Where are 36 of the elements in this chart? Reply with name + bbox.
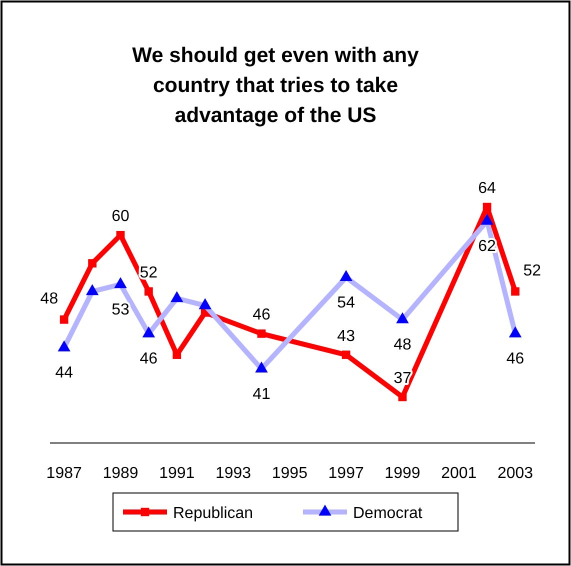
point [88,259,96,268]
x-tick-label: 1989 [102,465,138,482]
x-tick-label: 2001 [441,465,477,482]
x-tick-label: 1987 [46,465,82,482]
point [511,287,520,296]
x-tick-label: 1995 [272,465,308,482]
point [116,230,125,240]
data-label: 54 [337,294,356,312]
point [342,350,350,359]
x-tick-label: 2003 [497,465,534,482]
data-label: 48 [394,336,412,354]
data-label: 41 [252,386,270,403]
data-label: 53 [112,301,130,318]
chart-title: We should get even with any country that tries to take advantage of the US [132,44,420,127]
x-tick-label: 1997 [328,465,364,482]
point [257,329,266,338]
point [144,287,153,296]
data-label: 52 [523,262,542,280]
x-tick-label: 1993 [215,465,252,482]
data-label: 46 [252,306,270,324]
legend-label: Democrat [353,505,423,522]
data-label: 43 [337,328,356,345]
x-tick-label: 1991 [159,465,195,482]
data-label: 62 [478,238,496,256]
data-label: 46 [140,350,158,368]
data-label: 48 [40,290,58,308]
point [398,392,407,402]
data-label: 44 [55,364,74,382]
point [60,315,68,324]
point [172,350,182,359]
x-tick-label: 1999 [384,465,420,482]
legend-label: Republican [173,505,254,522]
point [482,202,492,212]
data-label: 60 [112,208,130,226]
data-label: 64 [478,180,496,197]
data-label: 46 [506,350,524,368]
